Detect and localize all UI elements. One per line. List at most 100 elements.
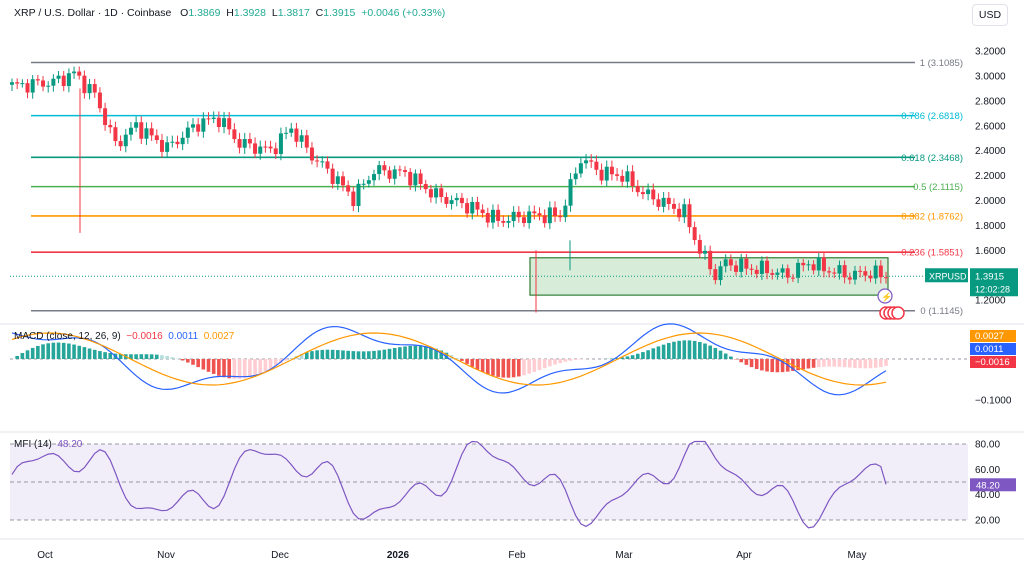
candle-body [522,217,526,223]
macd-hist-bar [843,359,847,367]
candle-body [160,140,164,152]
mfi-legend[interactable]: MFI (14) 48.20 [14,439,82,450]
macd-signal-value: 0.0027 [204,331,235,342]
candle-body [698,240,702,254]
candle-body [703,251,707,254]
candle-body [20,83,24,84]
macd-hist-bar [522,359,526,375]
time-tick-label: Mar [615,550,633,561]
macd-hist-bar [233,359,237,379]
candle-body [724,259,728,266]
time-tick-label: Dec [271,550,289,561]
macd-hist-bar [191,359,195,365]
macd-hist-bar [832,359,836,367]
macd-hist-bar [817,359,821,367]
macd-hist-bar [408,346,412,359]
candle-body [212,118,216,119]
macd-hist-bar [719,351,723,359]
macd-hist-bar [202,359,206,370]
last-price-symbol: XRPUSD [929,271,967,281]
candle-body [486,213,490,223]
macd-hist-bar [662,345,666,359]
candle-body [113,127,117,141]
fib-level-label: 0.618 (2.3468) [901,153,963,164]
candle-body [656,199,660,207]
candle-body [687,204,691,227]
candle-body [289,129,293,133]
close-value: 1.3915 [323,7,355,19]
candle-body [594,162,598,170]
candle-body [863,271,867,275]
candle-body [191,124,195,127]
macd-hist-bar [155,355,159,359]
macd-hist-bar [460,359,464,361]
macd-legend[interactable]: MACD (close, 12, 26, 9) −0.0016 0.0011 0… [14,331,234,342]
macd-hist-bar [693,341,697,359]
candle-body [775,273,779,275]
macd-hist-bar [553,359,557,365]
candle-body [569,179,573,206]
macd-hist-bar [646,350,650,359]
macd-hist-bar [67,344,71,359]
macd-hist-bar [869,359,873,368]
macd-hist-bar [476,359,480,370]
macd-hist-bar [688,340,692,359]
macd-hist-bar [698,342,702,359]
candle-body [806,264,810,265]
candle-body [475,202,479,210]
candle-body [388,170,392,178]
macd-hist-bar [651,348,655,359]
candle-body [181,138,185,144]
candle-body [636,186,640,192]
candle-body [315,160,319,161]
time-tick-label: Apr [736,550,752,561]
symbol-title[interactable]: XRP / U.S. Dollar · 1D · Coinbase [14,7,171,19]
macd-hist-bar [703,344,707,359]
candle-body [217,118,221,127]
candle-body [269,147,273,149]
macd-hist-bar [801,359,805,369]
candle-body [677,209,681,217]
candle-body [232,129,236,139]
macd-hist-bar [139,354,143,359]
candle-body [450,200,454,204]
candle-body [543,215,547,223]
candle-body [129,128,133,135]
macd-hist-bar [812,359,816,368]
candle-body [419,173,423,184]
candle-body [868,276,872,279]
candle-body [263,147,267,148]
candle-body [165,142,169,152]
macd-hist-bar [196,359,200,367]
candle-body [201,118,205,131]
macd-hist-bar [367,351,371,359]
candle-body [460,198,464,203]
event-flag-icon [892,307,904,319]
candle-body [517,212,521,217]
macd-hist-bar [853,359,857,368]
candle-body [713,269,717,280]
candle-body [667,198,671,204]
candle-body [93,84,97,92]
candle-body [372,174,376,180]
macd-hist-bar [517,359,521,376]
candle-body [429,189,433,197]
macd-hist-bar [470,359,474,367]
candle-body [336,176,340,184]
price-tick-label: 2.4000 [975,146,1006,157]
macd-hist-bar [527,359,531,374]
macd-title: MACD (close, 12, 26, 9) [14,331,121,342]
macd-hist-bar [269,359,273,369]
currency-button[interactable]: USD [972,4,1008,26]
macd-hist-bar [388,349,392,359]
candle-body [207,118,211,119]
candle-body [238,139,242,148]
macd-hist-value: −0.0016 [126,331,162,342]
macd-hist-bar [253,359,257,376]
macd-hist-bar [98,351,102,359]
candle-body [848,277,852,279]
candle-body [408,172,412,185]
candle-body [584,160,588,163]
